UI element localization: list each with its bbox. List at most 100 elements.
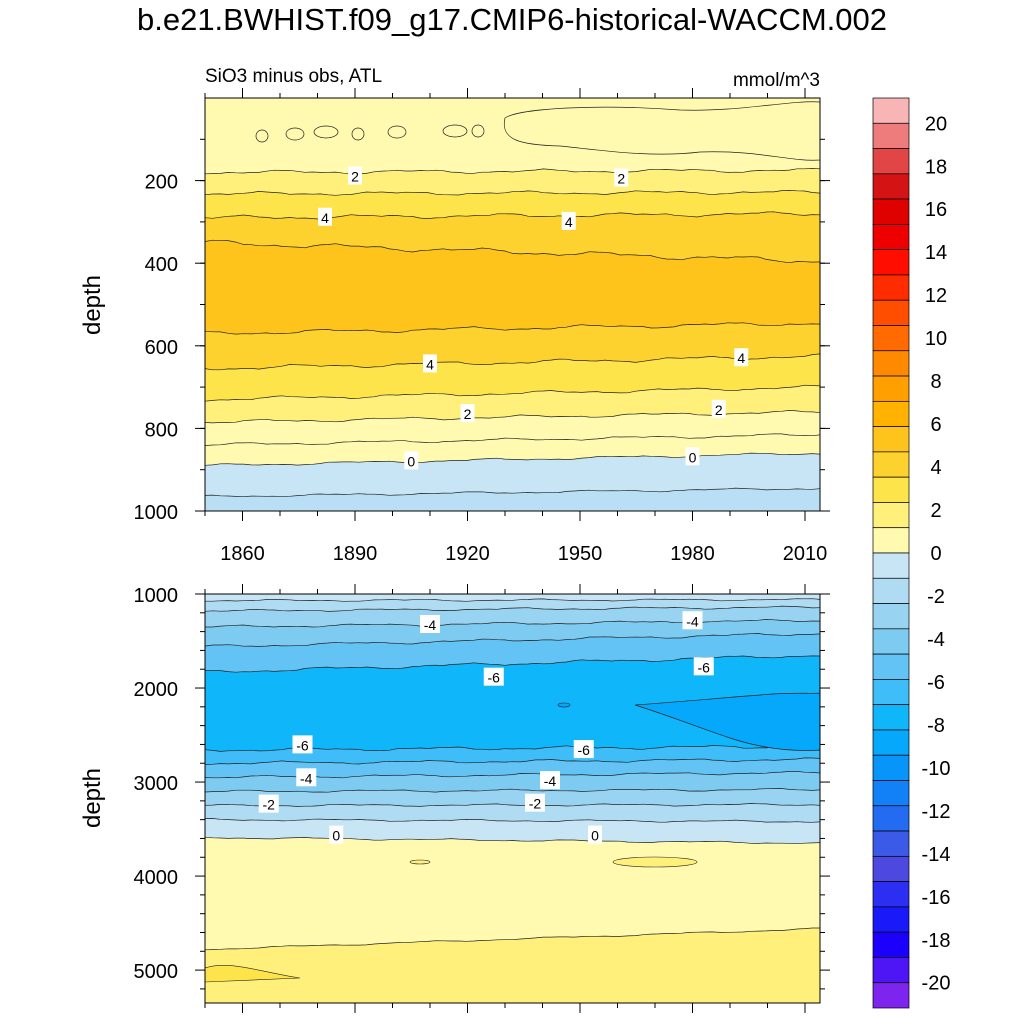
colorbar-label: -16 — [922, 887, 951, 909]
colorbar-swatch — [872, 881, 910, 908]
colorbar-swatch — [872, 502, 910, 529]
colorbar-swatch — [872, 198, 910, 225]
colorbar-swatch — [872, 148, 910, 175]
bottom-band-13 — [205, 928, 820, 1003]
bottom-deep-tongue — [634, 692, 820, 751]
colorbar-label: 2 — [930, 500, 941, 522]
top-contour-line — [205, 353, 820, 371]
bottom-band-4 — [205, 633, 820, 673]
bottom-contour-line — [205, 605, 820, 612]
bottom-blob — [557, 702, 571, 708]
top-contour-label-bg — [460, 403, 475, 422]
colorbar-swatch — [872, 805, 910, 832]
bottom-contour-line — [205, 836, 820, 845]
bottom-contour-label-bg — [296, 768, 317, 787]
top-contour-label-bg — [711, 399, 726, 418]
top-xtick-label: 1950 — [558, 543, 603, 565]
colorbar-label: 6 — [930, 414, 941, 436]
colorbar-swatch — [872, 855, 910, 882]
top-band-2 — [205, 190, 820, 220]
bottom-band-0 — [205, 594, 820, 602]
colorbar-swatch — [872, 249, 910, 276]
top-xtick-label: 1860 — [220, 543, 265, 565]
bottom-contour-label-bg — [573, 740, 594, 759]
top-contour-line — [205, 433, 820, 446]
colorbar-label: 8 — [930, 371, 941, 393]
chart-title: b.e21.BWHIST.f09_g17.CMIP6-historical-WA… — [136, 2, 887, 37]
colorbar-swatch — [872, 400, 910, 427]
bottom-contour-label-bg — [693, 657, 714, 676]
bottom-contour-label: -6 — [578, 742, 591, 758]
colorbar-label: 20 — [925, 113, 947, 135]
colorbar-swatch — [872, 754, 910, 781]
top-band-5 — [205, 322, 820, 370]
colorbar-swatch — [872, 299, 910, 326]
bottom-contour-line — [205, 927, 820, 951]
top-surface-blob — [471, 124, 485, 138]
colorbar-label: 4 — [930, 457, 941, 479]
colorbar-label: -8 — [927, 715, 945, 737]
top-contour-label: 0 — [689, 449, 697, 465]
colorbar-swatch — [872, 527, 910, 554]
colorbar-label: -10 — [922, 758, 951, 780]
bottom-contour-line — [205, 803, 820, 807]
colorbar-label: -2 — [927, 586, 945, 608]
bottom-contour-label: 0 — [591, 828, 599, 844]
top-band-3 — [205, 211, 820, 263]
bottom-contour-label-bg — [420, 615, 440, 634]
top-contour-label: 2 — [617, 171, 625, 187]
colorbar-swatch — [872, 577, 910, 604]
colorbar-swatch — [872, 830, 910, 857]
colorbar: 20181614121086420-2-4-6-8-10-12-14-16-18… — [872, 97, 951, 1009]
top-surface-blob — [387, 125, 407, 139]
colorbar-swatch — [872, 603, 910, 630]
top-xtick-label: 1920 — [445, 543, 490, 565]
bottom-ytick-label: 3000 — [134, 773, 179, 795]
bottom-contour-label: -6 — [488, 670, 501, 686]
colorbar-swatch — [872, 224, 910, 251]
top-ytick-label: 800 — [145, 419, 178, 441]
top-contour-label-bg — [318, 207, 332, 226]
colorbar-swatch — [872, 906, 910, 933]
bottom-contour-label: -4 — [300, 770, 313, 786]
top-contour-label-bg — [404, 451, 419, 470]
top-fill — [205, 98, 820, 511]
colorbar-label: -6 — [927, 672, 945, 694]
bottom-contour-line — [205, 818, 820, 823]
top-contour-line — [205, 168, 820, 175]
bottom-contour-line — [205, 619, 820, 628]
bottom-band-3 — [205, 619, 820, 647]
top-xtick-label: 2010 — [783, 543, 828, 565]
bottom-contour-label: -4 — [424, 617, 437, 633]
bottom-band-1 — [205, 598, 820, 612]
colorbar-swatch — [872, 704, 910, 731]
top-contour-line — [205, 239, 820, 264]
colorbar-swatch — [872, 350, 910, 377]
top-contour-label: 4 — [737, 350, 745, 366]
bottom-contour-label-bg — [682, 611, 703, 630]
colorbar-swatch — [872, 931, 910, 958]
bottom-band-9 — [205, 788, 820, 807]
colorbar-swatch — [872, 476, 910, 503]
colorbar-swatch — [872, 274, 910, 301]
bottom-contour-label-bg — [329, 825, 344, 844]
top-surface-blob — [442, 124, 468, 138]
bottom-frame — [204, 593, 821, 1004]
top-contour-label-bg — [561, 211, 576, 230]
colorbar-swatch — [872, 729, 910, 756]
top-band-9 — [205, 453, 820, 497]
bottom-contour-label: -4 — [544, 773, 557, 789]
bottom-ytick-label: 1000 — [134, 585, 179, 607]
top-ytick-label: 600 — [145, 337, 178, 359]
top-contour-label: 4 — [565, 214, 573, 230]
bottom-contour-label: -4 — [686, 613, 699, 629]
bottom-fill — [205, 594, 820, 1003]
colorbar-swatch — [872, 451, 910, 478]
bottom-contour-line — [205, 788, 820, 793]
bottom-ylabel: depth — [79, 768, 106, 828]
top-band-4 — [205, 240, 820, 335]
bottom-blob — [612, 856, 698, 868]
